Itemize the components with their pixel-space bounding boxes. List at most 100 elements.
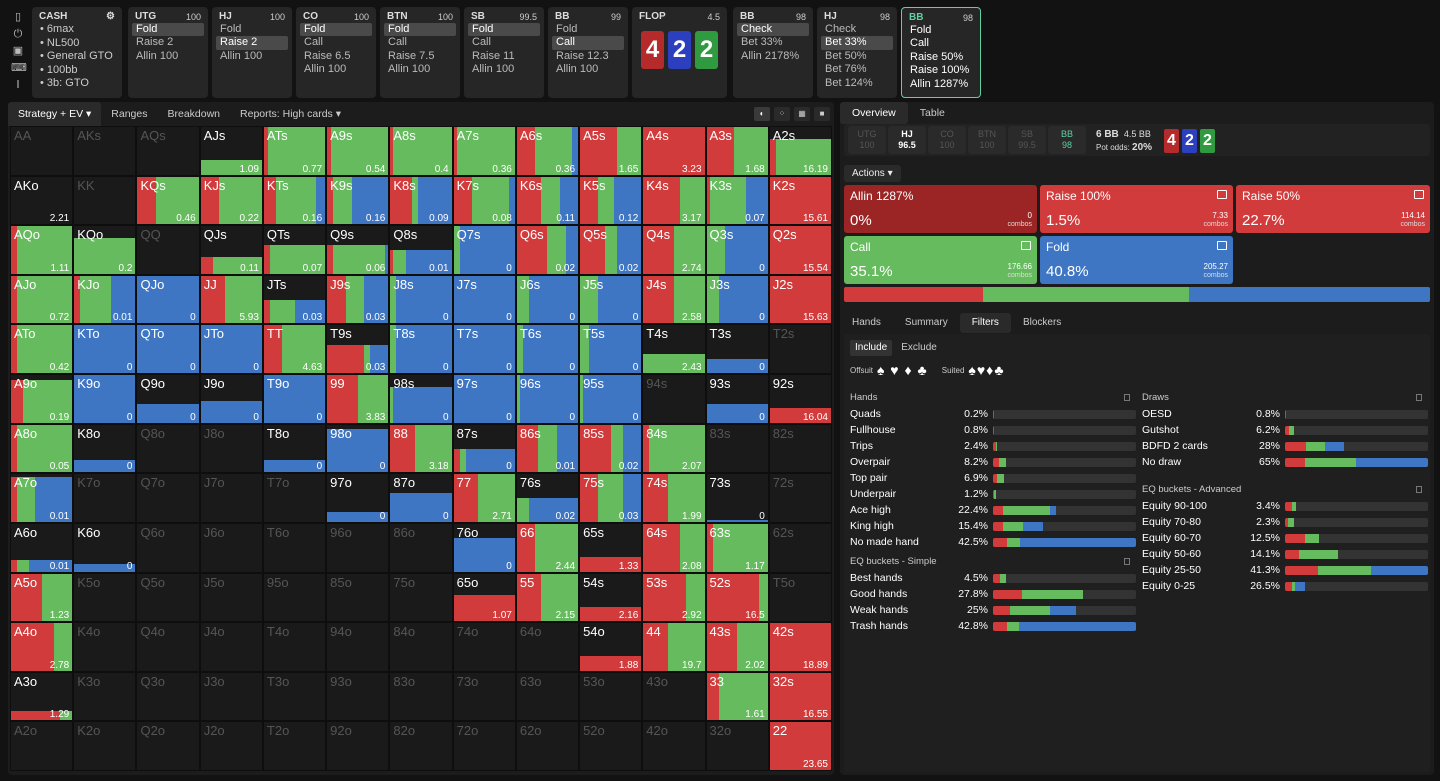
hand-cell[interactable]: T3s 0	[705, 324, 769, 375]
tab-blockers[interactable]: Blockers	[1022, 317, 1062, 328]
hand-cell[interactable]: 22 23.65	[768, 721, 832, 771]
action-option[interactable]: Raise 11	[472, 49, 515, 62]
hand-cell[interactable]: 55 2.15	[515, 572, 580, 623]
hand-cell[interactable]: 82o	[389, 721, 453, 771]
current-bb-card[interactable]: BB 98 Fold Call Raise 50% Raise 100% Allin 128…	[901, 7, 981, 98]
action-option[interactable]: Allin 1287%	[910, 77, 969, 90]
hand-cell[interactable]: 87s 0	[452, 423, 516, 474]
hand-cell[interactable]: 86s 0.01	[515, 423, 580, 474]
hand-cell[interactable]: 96o	[326, 522, 390, 573]
tab-ranges[interactable]: Ranges	[111, 108, 148, 120]
hand-cell[interactable]: A4o 2.78	[10, 622, 74, 672]
hand-cell[interactable]: 74o	[452, 622, 516, 672]
action-option[interactable]: Fold	[132, 23, 204, 37]
hand-cell[interactable]: K5o	[73, 572, 137, 623]
raise-100-action-box[interactable]: Raise 100% 1.5% 7.33 combos	[1040, 185, 1233, 233]
action-option[interactable]: Call	[910, 37, 929, 50]
action-option[interactable]: Call	[472, 36, 491, 49]
hand-cell[interactable]: J3o	[199, 671, 263, 722]
hand-cell[interactable]: 64o	[515, 622, 580, 672]
action-option[interactable]: Fold	[384, 23, 456, 37]
filter-row[interactable]: Top pair 6.9%	[850, 470, 1136, 486]
hand-cell[interactable]: A6o 0.01	[10, 522, 74, 573]
grid-small-icon[interactable]: ⁘	[774, 107, 790, 121]
action-option[interactable]: Allin 100	[388, 63, 431, 76]
hand-cell[interactable]: J7s 0	[452, 274, 516, 325]
exclude-button[interactable]: Exclude	[901, 342, 937, 353]
hand-cell[interactable]: KQo 0.2	[73, 225, 137, 275]
postflop-bb-card[interactable]: BB 98 Check Bet 33% Allin 2178%	[733, 7, 813, 98]
hand-cell[interactable]: 53o	[579, 671, 643, 722]
hand-cell[interactable]: 77 2.71	[452, 473, 516, 523]
hand-cell[interactable]: Q8s 0.01	[389, 225, 453, 275]
action-option[interactable]: Raise 12.3	[556, 49, 609, 62]
hand-cell[interactable]: Q6s 0.02	[515, 225, 580, 275]
hand-cell[interactable]: K8o 0	[73, 423, 137, 474]
hand-cell[interactable]: A2o	[10, 721, 74, 771]
hand-cell[interactable]: J4o	[199, 622, 263, 672]
action-option[interactable]: Raise 6.5	[304, 49, 351, 62]
hand-cell[interactable]: J5s 0	[579, 274, 643, 325]
hand-cell[interactable]: KTs 0.16	[262, 175, 327, 226]
hand-cell[interactable]: K6o 0	[73, 522, 137, 573]
filter-row[interactable]: No draw 65%	[1142, 454, 1428, 470]
hand-cell[interactable]: K7o	[73, 473, 137, 523]
hand-cell[interactable]: 75s 0.03	[579, 473, 643, 523]
position-card-hj[interactable]: HJ 100 Fold Raise 2 Allin 100	[212, 7, 292, 98]
hand-cell[interactable]: J3s 0	[705, 274, 769, 325]
hand-cell[interactable]: A3s 1.68	[705, 126, 769, 176]
hand-cell[interactable]: T6o	[262, 522, 327, 573]
hand-cell[interactable]: A5o 1.23	[10, 572, 74, 623]
hand-cell[interactable]: Q3s 0	[705, 225, 769, 275]
collapse-icon[interactable]	[1124, 394, 1130, 401]
position-chip-utg[interactable]: UTG 100	[848, 126, 886, 154]
raise-50-action-box[interactable]: Raise 50% 22.7% 114.14 combos	[1236, 185, 1430, 233]
filter-row[interactable]: Equity 0-25 26.5%	[1142, 578, 1428, 594]
hand-cell[interactable]: 65s 1.33	[579, 522, 643, 573]
hand-cell[interactable]: Q5o	[136, 572, 200, 623]
hand-cell[interactable]: 85s 0.02	[579, 423, 643, 474]
contrast-icon[interactable]: ◐	[754, 107, 770, 121]
hand-cell[interactable]: Q9s 0.06	[326, 225, 390, 275]
hand-cell[interactable]: QJo 0	[136, 274, 200, 325]
hand-cell[interactable]: 72s	[768, 473, 832, 523]
action-option[interactable]: Bet 50%	[825, 49, 867, 62]
hand-cell[interactable]: 52s 16.5	[705, 572, 769, 623]
hand-cell[interactable]: J6o	[199, 522, 263, 573]
action-option[interactable]: Allin 2178%	[741, 49, 800, 62]
hand-cell[interactable]: 42s 18.89	[768, 622, 832, 672]
hand-cell[interactable]: 98o 0	[326, 423, 390, 474]
hand-cell[interactable]: T9s 0.03	[326, 324, 390, 375]
hand-cell[interactable]: T3o	[262, 671, 327, 722]
hand-cell[interactable]: 93s 0	[705, 374, 769, 424]
hand-cell[interactable]: 54s 2.16	[579, 572, 643, 623]
hand-cell[interactable]: T8s 0	[389, 324, 453, 375]
hand-cell[interactable]: 99 3.83	[326, 374, 390, 424]
filter-row[interactable]: Equity 70-80 2.3%	[1142, 514, 1428, 530]
hand-cell[interactable]: K8s 0.09	[389, 175, 453, 226]
hand-cell[interactable]: 97s 0	[452, 374, 516, 424]
call-action-box[interactable]: Call 35.1% 176.66 combos	[844, 236, 1037, 284]
tab-hands[interactable]: Hands	[852, 317, 881, 328]
action-option[interactable]: Fold	[468, 23, 540, 37]
hand-cell[interactable]: J2s 15.63	[768, 274, 832, 325]
hand-cell[interactable]: 76s 0.02	[515, 473, 580, 523]
hand-cell[interactable]: T9o 0	[262, 374, 327, 424]
collapse-icon[interactable]	[1416, 394, 1422, 401]
position-chip-co[interactable]: CO 100	[928, 126, 966, 154]
collapse-icon[interactable]	[1416, 486, 1422, 493]
hand-cell[interactable]: KJo 0.01	[73, 274, 137, 325]
filter-row[interactable]: Trips 2.4%	[850, 438, 1136, 454]
action-option[interactable]: Raise 100%	[910, 64, 970, 77]
action-option[interactable]: Raise 50%	[910, 50, 964, 63]
hand-cell[interactable]: 76o 0	[452, 522, 516, 573]
hand-cell[interactable]: 73o	[452, 671, 516, 722]
filter-row[interactable]: Fullhouse 0.8%	[850, 422, 1136, 438]
hand-cell[interactable]: 62o	[515, 721, 580, 771]
hand-cell[interactable]: 63o	[515, 671, 580, 722]
hand-cell[interactable]: T4o	[262, 622, 327, 672]
hand-cell[interactable]: 83s	[705, 423, 769, 474]
grid-icon[interactable]: ▦	[794, 107, 810, 121]
tab-breakdown[interactable]: Breakdown	[167, 108, 221, 120]
hand-cell[interactable]: KK	[73, 175, 137, 226]
